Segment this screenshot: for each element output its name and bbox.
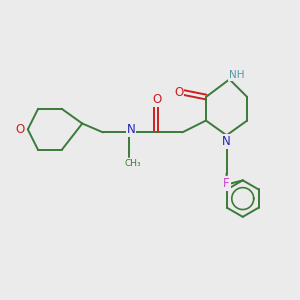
- Text: NH: NH: [229, 70, 244, 80]
- Text: O: O: [153, 93, 162, 106]
- Text: N: N: [222, 135, 231, 148]
- Text: CH₃: CH₃: [124, 159, 141, 168]
- Text: N: N: [127, 124, 135, 136]
- Text: O: O: [174, 86, 183, 99]
- Text: O: O: [16, 123, 25, 136]
- Text: F: F: [223, 177, 230, 190]
